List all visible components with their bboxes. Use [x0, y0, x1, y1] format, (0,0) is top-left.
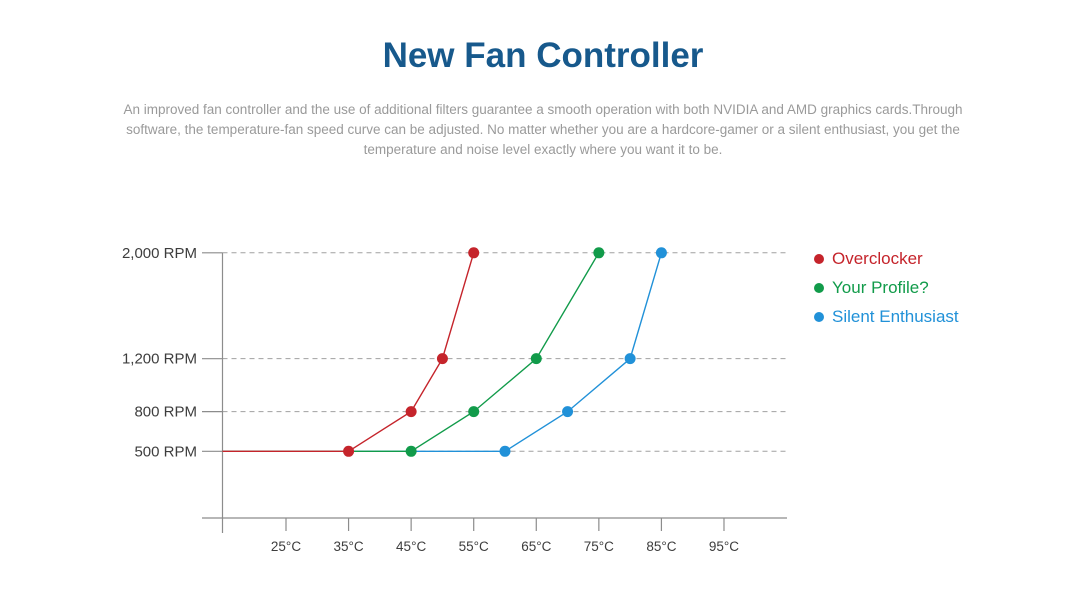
data-point-overclocker-50c-1200rpm: [436, 353, 448, 365]
data-point-your-profile-65c-1200rpm: [530, 353, 542, 365]
x-tick-label-95c: 95°C: [709, 539, 739, 554]
page-title: New Fan Controller: [382, 36, 704, 75]
x-tick-label-65c: 65°C: [521, 539, 551, 554]
y-tick-label-800: 800 RPM: [134, 404, 197, 421]
legend-dot-icon: [814, 282, 824, 293]
legend-label: Silent Enthusiast: [832, 307, 959, 326]
data-point-your-profile-75c-2000rpm: [593, 247, 605, 259]
legend-item-silent-enthusiast: Silent Enthusiast: [814, 302, 959, 331]
legend-item-overclocker: Overclocker: [814, 244, 959, 273]
data-point-silent-enthusiast-60c-500rpm: [499, 445, 511, 457]
data-point-your-profile-45c-500rpm: [405, 445, 417, 457]
legend-label: Overclocker: [832, 249, 923, 268]
data-point-overclocker-35c-500rpm: [343, 445, 355, 457]
x-tick-label-25c: 25°C: [271, 539, 301, 554]
legend-label: Your Profile?: [832, 278, 929, 297]
x-tick-label-35c: 35°C: [333, 539, 363, 554]
data-point-silent-enthusiast-85c-2000rpm: [655, 247, 667, 259]
legend-item-your-profile: Your Profile?: [814, 273, 959, 302]
x-tick-label-75c: 75°C: [584, 539, 614, 554]
x-tick-label-85c: 85°C: [646, 539, 676, 554]
y-tick-label-2000: 2,000 RPM: [122, 245, 197, 262]
page-description: An improved fan controller and the use o…: [0, 100, 1086, 160]
chart-legend: Overclocker Your Profile? Silent Enthusias…: [814, 244, 959, 331]
series-line-overclocker: [222, 252, 475, 452]
x-tick-label-55c: 55°C: [459, 539, 489, 554]
data-point-overclocker-55c-2000rpm: [468, 247, 480, 259]
x-tick-label-45c: 45°C: [396, 539, 426, 554]
data-point-silent-enthusiast-80c-1200rpm: [624, 353, 636, 365]
description-line-1: An improved fan controller and the use o…: [123, 102, 963, 117]
series-line-your-profile: [222, 252, 600, 452]
data-point-overclocker-45c-800rpm: [405, 406, 417, 418]
description-line-3: temperature and noise level exactly wher…: [363, 142, 723, 157]
legend-dot-icon: [814, 311, 824, 322]
description-line-2: software, the temperature-fan speed curv…: [126, 122, 960, 137]
y-tick-label-500: 500 RPM: [134, 443, 197, 460]
data-point-your-profile-55c-800rpm: [468, 406, 480, 418]
legend-dot-icon: [814, 253, 824, 264]
data-point-silent-enthusiast-70c-800rpm: [562, 406, 574, 418]
fan-controller-page: { "page": { "title": "New Fan Controller…: [0, 36, 1086, 607]
series-line-silent-enthusiast: [222, 252, 663, 452]
y-tick-label-1200: 1,200 RPM: [122, 351, 197, 368]
